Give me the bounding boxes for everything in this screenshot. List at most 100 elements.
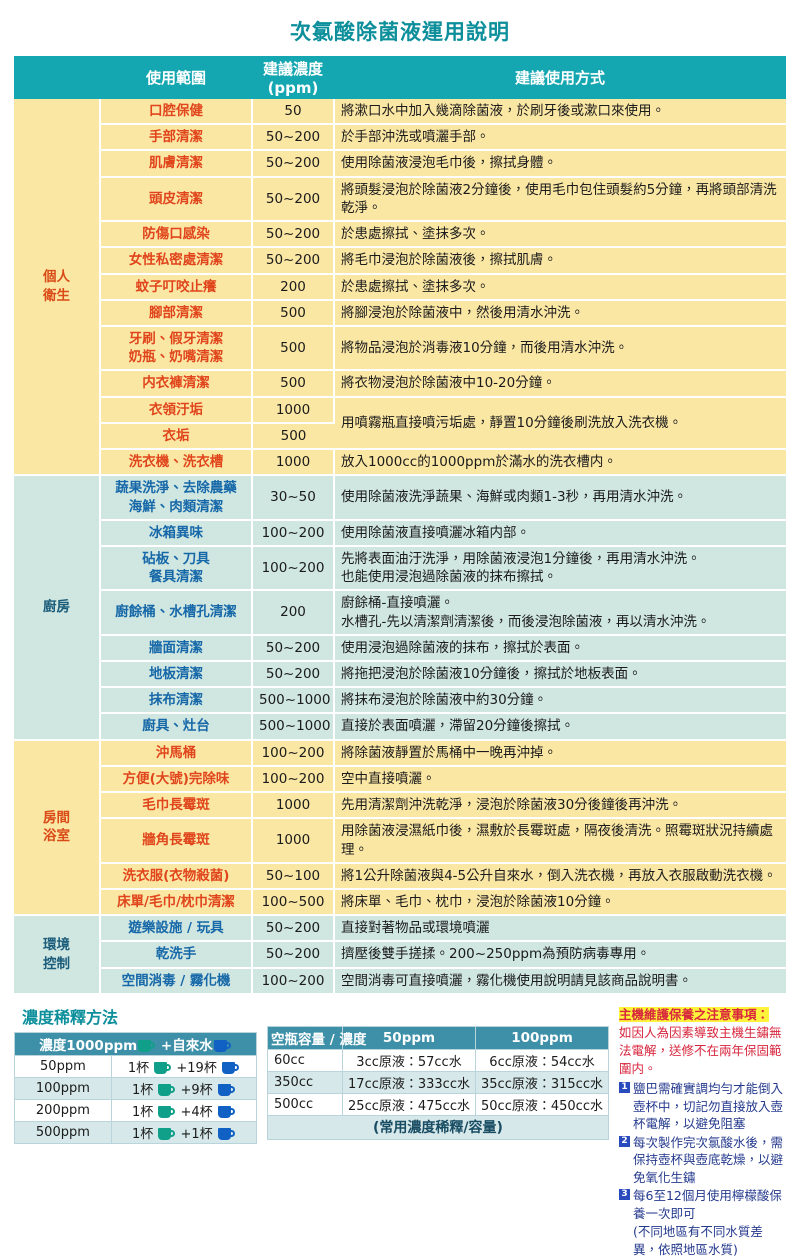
table-row: 毛巾長霉斑 1000 先用清潔劑沖洗乾淨，浸泡於除菌液30分後鐘後再沖洗。: [14, 792, 786, 820]
bottle-table-rows: 60cc 3cc原液：57cc水 6cc原液：54cc水 350cc 17cc原液：33…: [266, 1048, 609, 1116]
bottle-100ppm: 50cc原液：450cc水: [475, 1092, 609, 1116]
dilution-ppm: 100ppm: [14, 1076, 112, 1100]
bottle-row: 500cc 25cc原液：475cc水 50cc原液：450cc水: [266, 1092, 609, 1116]
concentration-cell: 1000: [252, 818, 335, 864]
method-cell: 放入1000cc的1000ppm於滿水的洗衣槽内。: [334, 449, 786, 477]
scope-cell: 衣領汙垢: [100, 396, 253, 424]
scope-cell: 抹布清潔: [100, 687, 253, 715]
scope-cell: 腳部清潔: [100, 299, 253, 327]
dilution-ppm: 200ppm: [14, 1098, 112, 1122]
table-row: 洗衣服(衣物殺菌) 50~100 將1公升除菌液與4-5公升自來水，倒入洗衣機，再放…: [14, 862, 786, 891]
table-row: 砧板、刀具 餐具清潔 100~200 先將表面油汙洗淨，用除菌液浸泡1分鐘後，再用清水…: [14, 545, 786, 592]
method-cell: 用噴霧瓶直接噴污垢處，靜置10分鐘後刷洗放入洗衣機。: [334, 396, 786, 451]
bottle-50ppm: 3cc原液：57cc水: [342, 1048, 476, 1072]
concentration-cell: 1000: [252, 792, 335, 820]
dilution-left-panel: 濃度稀釋方法 濃度1000ppm +自來水 50ppm 1杯 +19杯 100pp…: [14, 1004, 258, 1144]
maintenance-notes: 主機維護保養之注意事項： 如因人為因素導致主機生鏽無法電解，送修不在兩年保固範圍…: [619, 1004, 786, 1258]
bottle-volume: 60cc: [266, 1048, 344, 1072]
bottle-100ppm: 6cc原液：54cc水: [475, 1048, 609, 1072]
dilution-recipe: 1杯 +9杯: [110, 1076, 258, 1100]
table-row: 牆面清潔 50~200 使用浸泡過除菌液的抹布，擦拭於表面。: [14, 634, 786, 663]
stock-cup-icon: [154, 1061, 172, 1074]
concentration-cell: 50~200: [252, 150, 335, 178]
header-blank: [14, 56, 100, 99]
dilution-recipe: 1杯 +19杯: [110, 1054, 258, 1078]
notes-warning: 如因人為因素導致主機生鏽無法電解，送修不在兩年保固範圍内。: [619, 1025, 782, 1077]
concentration-cell: 50~200: [252, 247, 335, 275]
concentration-cell: 500: [252, 299, 335, 327]
concentration-cell: 500~1000: [252, 713, 335, 741]
table-row: 内衣褲清潔 500 將衣物浸泡於除菌液中10-20分鐘。: [14, 370, 786, 398]
table-row: 防傷口感染 50~200 於患處擦拭、塗抹多次。: [14, 221, 786, 249]
table-row: 環境 控制 遊樂設施 / 玩具 50~200 直接對著物品或環境噴灑: [14, 915, 786, 995]
scope-cell: 沖馬桶: [100, 739, 253, 767]
dilution-row: 200ppm 1杯 +4杯: [14, 1098, 258, 1122]
method-cell: 廚餘桶-直接噴灑。 水槽孔-先以清潔劑清潔後，而後浸泡除菌液，再以清水沖洗。: [334, 590, 786, 636]
notes-tail: (不同地區有不同水質差異，依照地區水質): [633, 1224, 763, 1257]
scope-cell: 遊樂設施 / 玩具: [100, 915, 253, 943]
concentration-cell: 500: [252, 370, 335, 398]
method-cell: 用除菌液浸濕紙巾後，濕敷於長霉斑處，隔夜後清洗。照霉斑狀況持續處理。: [334, 818, 786, 864]
scope-cell: 手部清潔: [100, 124, 253, 152]
bottle-table-header: 空瓶容量 / 濃度 50ppm 100ppm: [266, 1025, 609, 1050]
scope-cell: 廚餘桶、水槽孔清潔: [100, 590, 253, 636]
dilution-right-panel: 空瓶容量 / 濃度 50ppm 100ppm 60cc 3cc原液：57cc水 6cc原…: [266, 1004, 609, 1140]
scope-cell: 衣垢: [100, 422, 253, 451]
scope-cell: 防傷口感染: [100, 221, 253, 249]
table-row: 空間消毒 / 霧化機 100~200 空間消毒可直接噴灑，霧化機使用說明請見該商品說…: [14, 967, 786, 995]
concentration-cell: 100~200: [252, 519, 335, 547]
stock-cup-icon: [158, 1083, 176, 1096]
method-cell: 直接於表面噴灑，滯留20分鐘後擦拭。: [334, 713, 786, 741]
table-row: 衣領汙垢 1000 用噴霧瓶直接噴污垢處，靜置10分鐘後刷洗放入洗衣機。: [14, 396, 786, 451]
method-cell: 先將表面油汙洗淨，用除菌液浸泡1分鐘後，再用清水沖洗。 也能使用浸泡過除菌液的抹布…: [334, 545, 786, 592]
category-cell: 環境 控制: [14, 915, 101, 995]
dilution-header-prefix: 濃度1000ppm: [39, 1037, 138, 1054]
table-row: 腳部清潔 500 將腳浸泡於除菌液中，然後用清水沖洗。: [14, 299, 786, 327]
method-cell: 將腳浸泡於除菌液中，然後用清水沖洗。: [334, 299, 786, 327]
dilution-recipe: 1杯 +1杯: [110, 1120, 258, 1144]
scope-cell: 頭皮清潔: [100, 176, 253, 223]
concentration-cell: 200: [252, 273, 335, 301]
dilution-cup-table: 濃度1000ppm +自來水 50ppm 1杯 +19杯 100ppm 1杯 +9杯…: [14, 1031, 258, 1144]
dilution-cup-header: 濃度1000ppm +自來水: [14, 1031, 257, 1056]
header-concentration: 建議濃度(ppm): [252, 56, 334, 99]
scope-cell: 地板清潔: [100, 661, 253, 689]
bottle-volume-table: 空瓶容量 / 濃度 50ppm 100ppm 60cc 3cc原液：57cc水 6cc原…: [266, 1025, 609, 1140]
method-cell: 將1公升除菌液與4-5公升自來水，倒入洗衣機，再放入衣服啟動洗衣機。: [334, 862, 786, 891]
table-row: 廚餘桶、水槽孔清潔 200 廚餘桶-直接噴灑。 水槽孔-先以清潔劑清潔後，而後浸泡除菌…: [14, 590, 786, 636]
concentration-cell: 500: [252, 325, 335, 372]
dilution-row: 50ppm 1杯 +19杯: [14, 1054, 258, 1078]
bottle-row: 60cc 3cc原液：57cc水 6cc原液：54cc水: [266, 1048, 609, 1072]
table-row: 衣垢 500: [14, 422, 786, 451]
table-row: 抹布清潔 500~1000 將抹布浸泡於除菌液中約30分鐘。: [14, 687, 786, 715]
concentration-cell: 50~200: [252, 915, 335, 943]
method-cell: 將毛巾浸泡於除菌液後，擦拭肌膚。: [334, 247, 786, 275]
method-cell: 先用清潔劑沖洗乾淨，浸泡於除菌液30分後鐘後再沖洗。: [334, 792, 786, 820]
dilution-cup-rows: 50ppm 1杯 +19杯 100ppm 1杯 +9杯 200ppm 1杯 +4杯 5…: [14, 1054, 258, 1144]
concentration-cell: 50~200: [252, 176, 335, 223]
method-cell: 直接對著物品或環境噴灑: [334, 915, 786, 943]
table-row: 個人 衛生 口腔保健 50 將漱口水中加入幾滴除菌液，於刷牙後或漱口來使用。: [14, 99, 786, 477]
table-header: 使用範圍 建議濃度(ppm) 建議使用方式: [14, 56, 786, 99]
water-cup-icon: [221, 1061, 239, 1074]
concentration-cell: 100~200: [252, 967, 335, 995]
concentration-cell: 50~200: [252, 941, 335, 969]
scope-cell: 蔬果洗淨、去除農藥 海鮮、肉類清潔: [100, 475, 253, 521]
notes-list: 鹽巴需確實調均勻才能倒入壺杯中，切記勿直接放入壺杯電解，以避免阻塞 每次製作完次氯…: [619, 1080, 786, 1222]
bottle-volume: 500cc: [266, 1092, 344, 1116]
scope-cell: 女性私密處清潔: [100, 247, 253, 275]
concentration-cell: 50~100: [252, 862, 335, 891]
method-cell: 於手部沖洗或噴灑手部。: [334, 124, 786, 152]
concentration-cell: 100~500: [252, 889, 335, 917]
note-item-3: 每6至12個月使用檸檬酸保養一次即可: [619, 1187, 786, 1222]
method-cell: 擠壓後雙手搓揉。200~250ppm為預防病毒專用。: [334, 941, 786, 969]
bottle-table-footer: (常用濃度稀釋/容量): [267, 1114, 609, 1140]
concentration-cell: 50~200: [252, 661, 335, 689]
table-row: 乾洗手 50~200 擠壓後雙手搓揉。200~250ppm為預防病毒專用。: [14, 941, 786, 969]
dilution-row: 100ppm 1杯 +9杯: [14, 1076, 258, 1100]
method-cell: 於患處擦拭、塗抹多次。: [334, 221, 786, 249]
method-cell: 將床單、毛巾、枕巾，浸泡於除菌液10分鐘。: [334, 889, 786, 917]
method-cell: 空中直接噴灑。: [334, 765, 786, 794]
scope-cell: 洗衣機、洗衣槽: [100, 449, 253, 477]
scope-cell: 洗衣服(衣物殺菌): [100, 862, 253, 891]
